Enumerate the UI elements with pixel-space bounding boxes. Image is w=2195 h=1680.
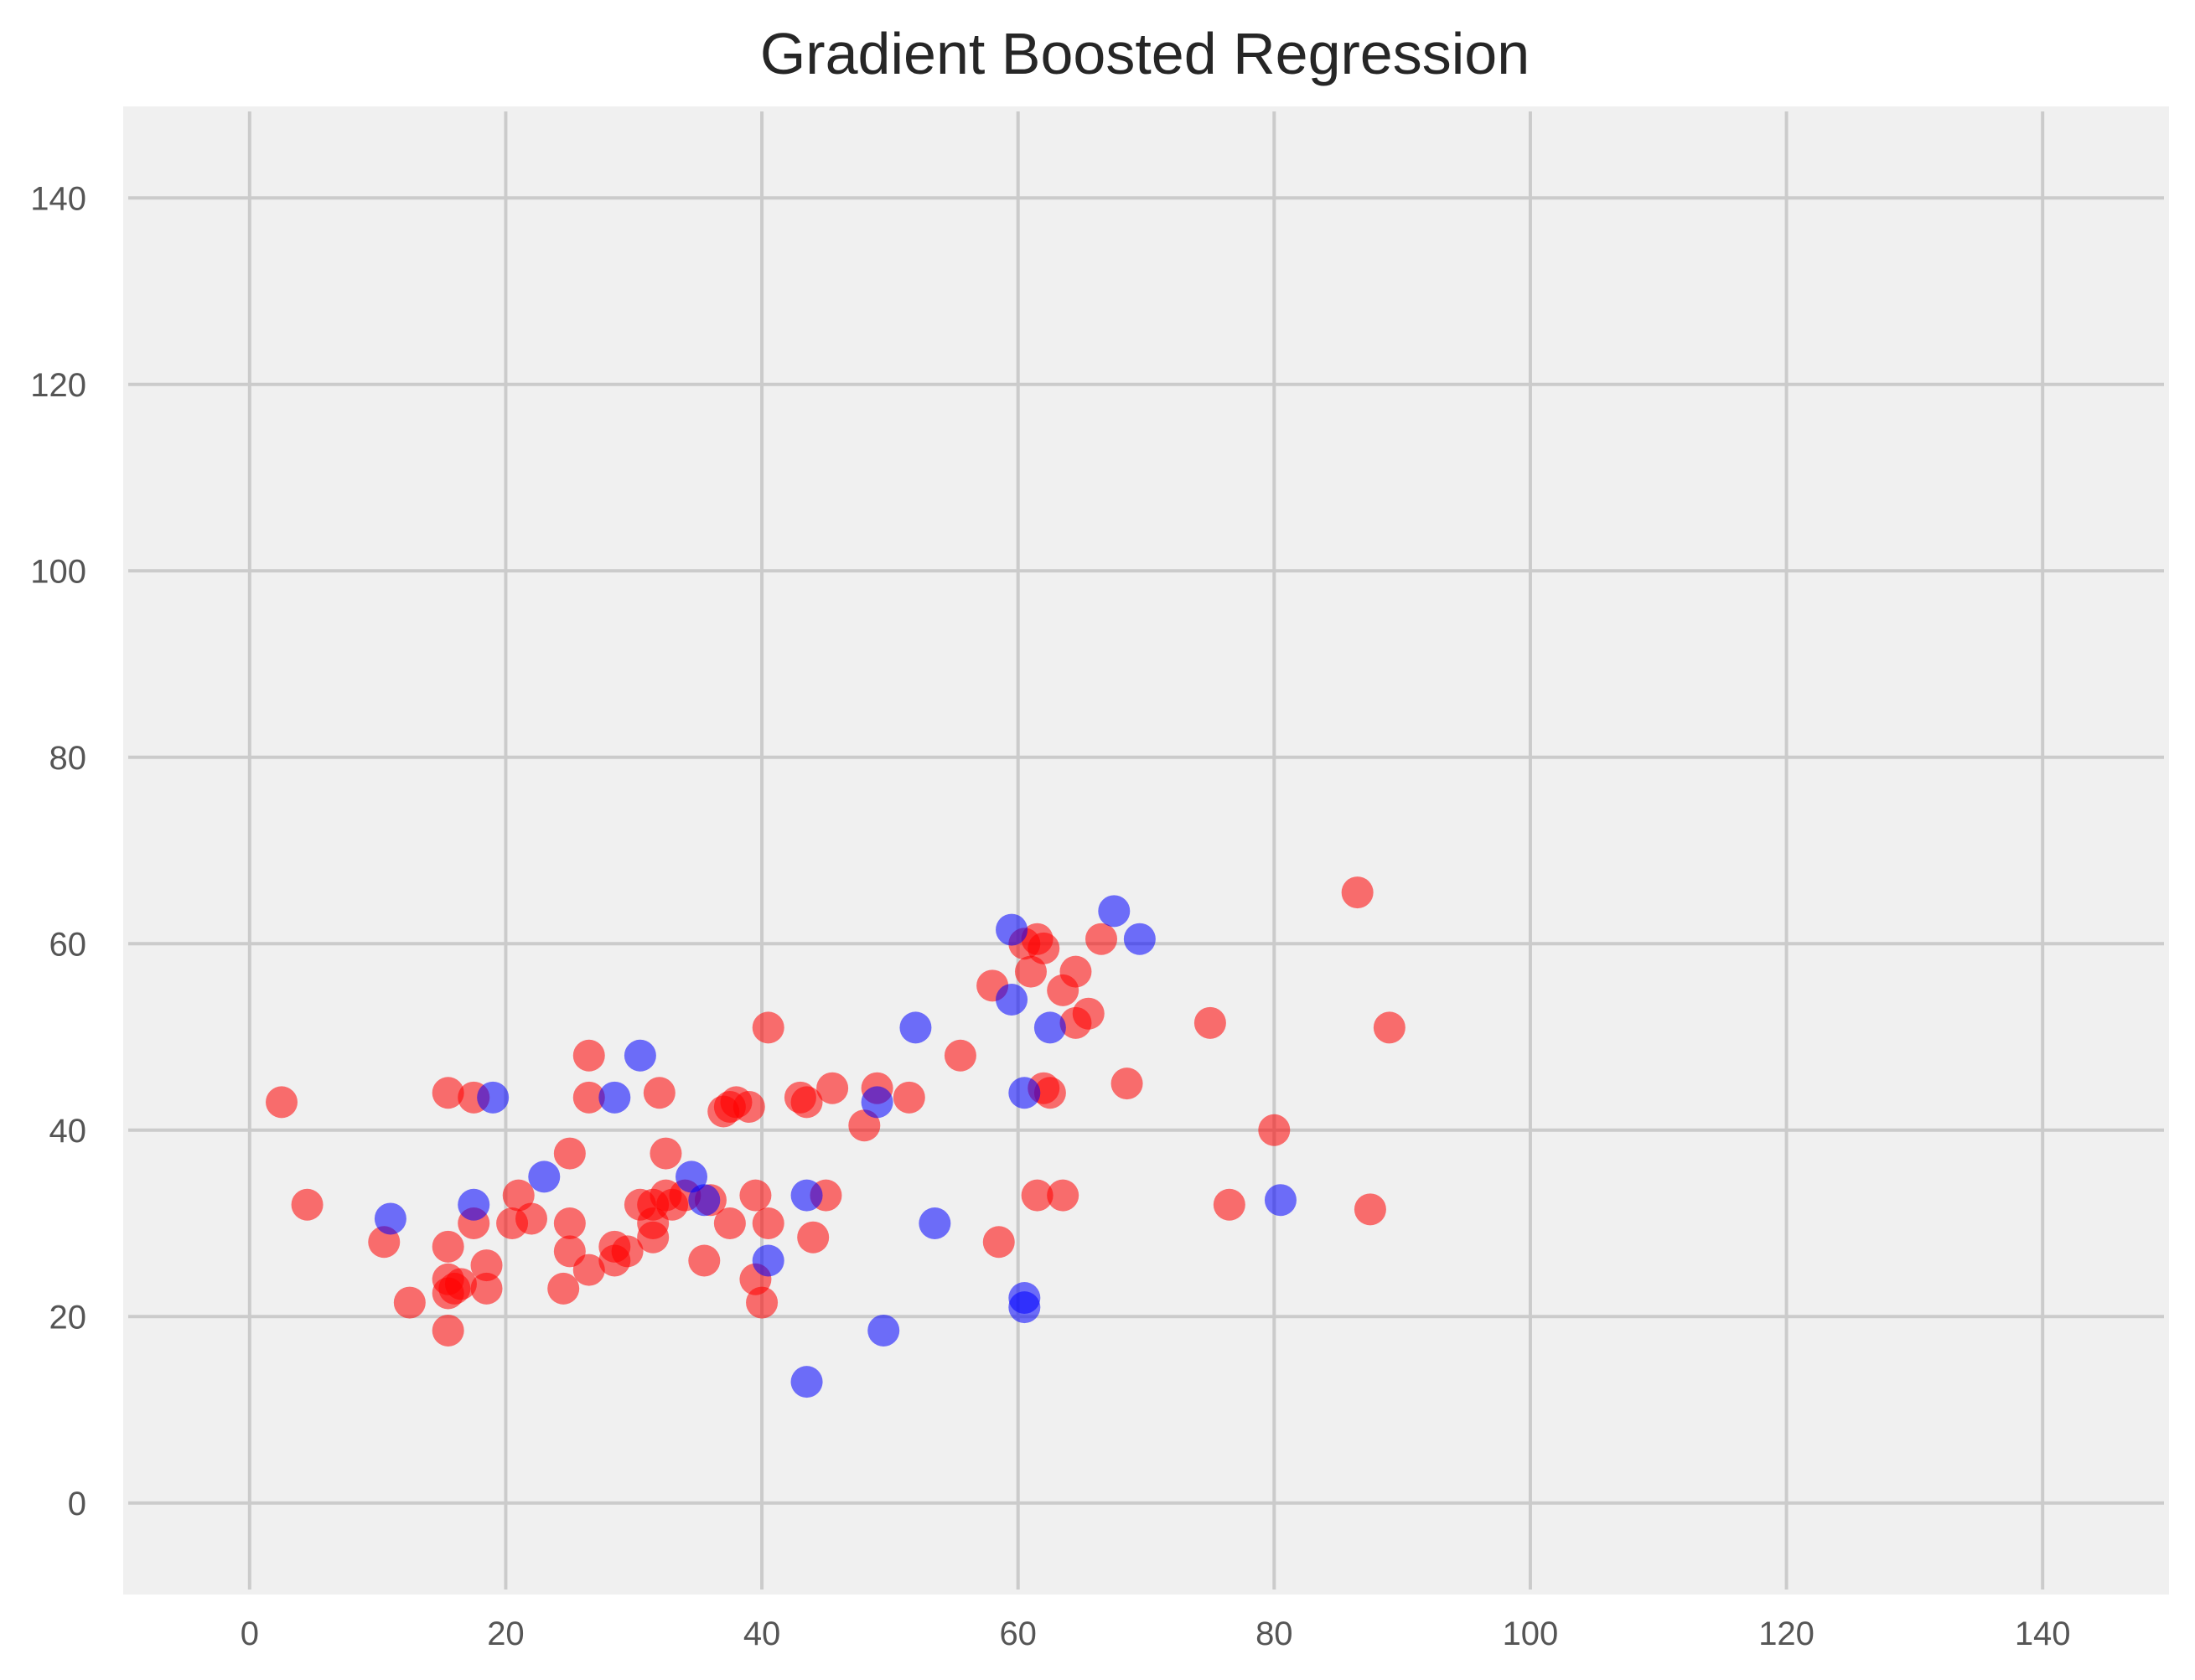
data-point	[650, 1137, 682, 1170]
data-point	[746, 1286, 779, 1319]
data-point	[572, 1081, 605, 1114]
data-point	[1098, 895, 1131, 928]
x-tick-label: 80	[1255, 1615, 1293, 1652]
data-point	[432, 1230, 464, 1263]
data-point	[797, 1221, 830, 1254]
data-point	[643, 1077, 676, 1109]
data-point	[899, 1011, 932, 1044]
data-point	[553, 1207, 586, 1239]
data-point	[291, 1188, 324, 1221]
x-tick-label: 140	[2015, 1615, 2071, 1652]
x-tick-label: 0	[241, 1615, 259, 1652]
data-point	[996, 984, 1028, 1016]
data-point	[1033, 1011, 1066, 1044]
tick-labels: 0 20 40 60 80 100 120 140 0 20 40 60 80 100 120 140	[30, 180, 2070, 1652]
data-point	[739, 1179, 772, 1212]
data-point	[1072, 997, 1105, 1030]
data-point	[790, 1179, 823, 1212]
y-tick-label: 0	[68, 1486, 86, 1522]
data-point	[944, 1039, 976, 1072]
data-point	[432, 1314, 464, 1347]
data-point	[624, 1039, 656, 1072]
data-point	[713, 1207, 746, 1239]
plot-area	[120, 103, 2172, 1598]
data-point	[688, 1244, 721, 1277]
data-point	[790, 1086, 823, 1119]
data-point	[477, 1081, 510, 1114]
data-point	[752, 1011, 784, 1044]
y-tick-label: 120	[30, 367, 86, 404]
data-point	[1213, 1188, 1245, 1221]
y-tick-label: 80	[49, 740, 87, 777]
chart-title: Gradient Boosted Regression	[760, 21, 1530, 86]
y-tick-label: 60	[49, 926, 87, 963]
data-point	[1014, 955, 1047, 988]
x-tick-label: 60	[999, 1615, 1037, 1652]
data-point	[733, 1090, 765, 1123]
data-point	[502, 1179, 535, 1212]
data-point	[637, 1221, 670, 1254]
y-tick-label: 100	[30, 553, 86, 590]
data-point	[547, 1272, 580, 1305]
data-point	[444, 1268, 477, 1300]
data-point	[432, 1077, 464, 1109]
y-tick-label: 20	[49, 1299, 87, 1336]
data-point	[611, 1235, 644, 1268]
data-point	[752, 1207, 784, 1239]
data-point	[1354, 1193, 1386, 1226]
data-point	[393, 1286, 426, 1319]
series-1	[374, 895, 1297, 1398]
data-point	[1341, 876, 1374, 909]
data-point	[553, 1137, 586, 1170]
grid	[128, 111, 2164, 1590]
data-point	[1008, 1291, 1041, 1324]
data-point	[790, 1366, 823, 1398]
data-point	[470, 1249, 503, 1282]
data-point	[1264, 1184, 1297, 1217]
data-point	[1085, 923, 1118, 955]
data-point	[688, 1184, 721, 1217]
x-tick-label: 20	[487, 1615, 525, 1652]
data-point	[266, 1086, 298, 1119]
data-point	[1193, 1006, 1226, 1039]
data-point	[515, 1202, 547, 1235]
data-point	[1059, 955, 1092, 988]
data-point	[598, 1081, 631, 1114]
data-point	[996, 913, 1028, 946]
data-point	[1028, 932, 1060, 964]
data-point	[676, 1160, 708, 1193]
data-point	[470, 1272, 503, 1305]
data-point	[1008, 1077, 1041, 1109]
data-point	[752, 1244, 784, 1277]
x-tick-label: 100	[1503, 1615, 1559, 1652]
data-point	[893, 1081, 925, 1114]
data-point	[1110, 1067, 1143, 1100]
x-tick-label: 120	[1758, 1615, 1814, 1652]
data-points	[266, 876, 1406, 1398]
data-point	[528, 1160, 561, 1193]
data-point	[1047, 1179, 1079, 1212]
data-point	[1123, 923, 1156, 955]
y-tick-label: 140	[30, 180, 86, 217]
y-tick-label: 40	[49, 1113, 87, 1150]
data-point	[861, 1086, 893, 1119]
data-point	[982, 1226, 1015, 1259]
data-point	[458, 1188, 490, 1221]
data-point	[816, 1072, 849, 1104]
data-point	[572, 1254, 605, 1286]
data-point	[848, 1109, 881, 1142]
data-point	[1373, 1011, 1406, 1044]
data-point	[867, 1314, 900, 1347]
data-point	[919, 1207, 951, 1239]
data-point	[572, 1039, 605, 1072]
data-point	[1021, 1179, 1053, 1212]
x-tick-label: 40	[743, 1615, 781, 1652]
data-point	[374, 1202, 406, 1235]
data-point	[1258, 1114, 1291, 1146]
